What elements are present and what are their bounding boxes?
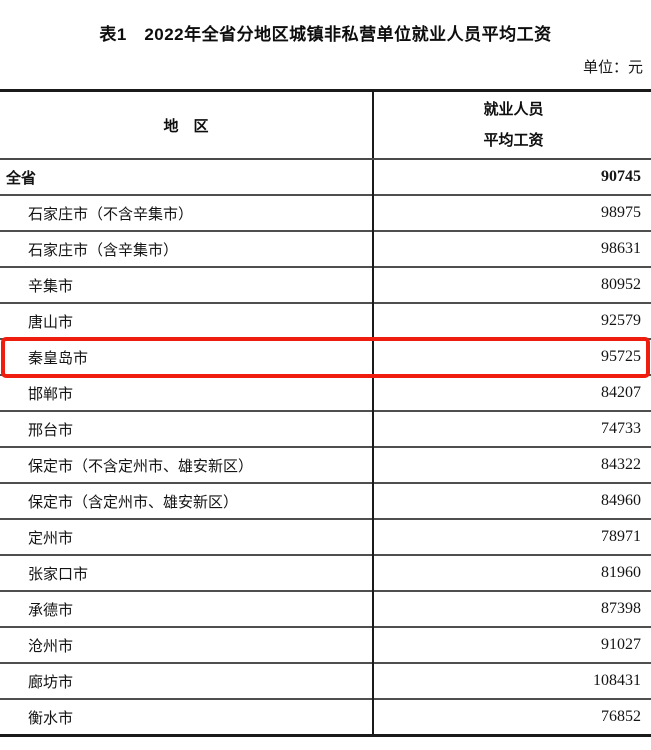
table-row: 承德市 87398 <box>0 590 651 627</box>
value-cell: 84960 <box>372 482 651 519</box>
value-cell: 98631 <box>372 230 651 267</box>
table-row: 唐山市 92579 <box>0 302 651 339</box>
region-cell: 衡水市 <box>0 698 373 736</box>
table-row: 石家庄市（含辛集市） 98631 <box>0 230 651 267</box>
header-row: 地 区 就业人员 平均工资 <box>0 90 651 160</box>
table-row: 石家庄市（不含辛集市） 98975 <box>0 194 651 231</box>
value-cell: 78971 <box>372 518 651 555</box>
value-cell: 95725 <box>372 338 651 375</box>
region-cell: 定州市 <box>0 518 373 555</box>
value-cell: 80952 <box>372 266 651 303</box>
table-row: 衡水市 76852 <box>0 698 651 736</box>
table-row: 定州市 78971 <box>0 518 651 555</box>
region-cell: 沧州市 <box>0 626 373 663</box>
region-cell: 石家庄市（含辛集市） <box>0 230 373 267</box>
value-cell: 90745 <box>372 158 651 195</box>
table-title: 表1 2022年全省分地区城镇非私营单位就业人员平均工资 <box>99 25 552 44</box>
table-row: 邯郸市 84207 <box>0 374 651 411</box>
region-cell: 保定市（含定州市、雄安新区） <box>0 482 373 519</box>
value-cell: 84322 <box>372 446 651 483</box>
region-cell: 承德市 <box>0 590 373 627</box>
value-cell: 98975 <box>372 194 651 231</box>
table-row: 邢台市 74733 <box>0 410 651 447</box>
region-cell: 唐山市 <box>0 302 373 339</box>
value-cell: 74733 <box>372 410 651 447</box>
value-cell: 84207 <box>372 374 651 411</box>
region-cell: 邢台市 <box>0 410 373 447</box>
value-cell: 81960 <box>372 554 651 591</box>
table-row: 保定市（含定州市、雄安新区） 84960 <box>0 482 651 519</box>
table-row: 保定市（不含定州市、雄安新区） 84322 <box>0 446 651 483</box>
table-row: 廊坊市 108431 <box>0 662 651 699</box>
wage-table: 地 区 就业人员 平均工资 全省 90745 石家庄市（不含辛集市） 98975 <box>0 89 651 737</box>
region-cell: 邯郸市 <box>0 374 373 411</box>
value-cell: 108431 <box>372 662 651 699</box>
region-cell: 廊坊市 <box>0 662 373 699</box>
value-cell: 76852 <box>372 698 651 736</box>
header-avg-wage-line2: 平均工资 <box>483 132 544 149</box>
table-row-highlighted: 秦皇岛市 95725 <box>0 338 651 375</box>
region-cell: 保定市（不含定州市、雄安新区） <box>0 446 373 483</box>
unit-label: 单位：元 <box>582 59 643 76</box>
region-cell: 石家庄市（不含辛集市） <box>0 194 373 231</box>
header-avg-wage-line1: 就业人员 <box>483 101 544 118</box>
value-cell: 91027 <box>372 626 651 663</box>
table-row: 张家口市 81960 <box>0 554 651 591</box>
wage-table-wrap: 地 区 就业人员 平均工资 全省 90745 石家庄市（不含辛集市） 98975 <box>0 89 651 737</box>
region-cell: 辛集市 <box>0 266 373 303</box>
region-cell: 全省 <box>0 158 373 195</box>
value-cell: 87398 <box>372 590 651 627</box>
table-row: 辛集市 80952 <box>0 266 651 303</box>
table-row: 沧州市 91027 <box>0 626 651 663</box>
header-avg-wage: 就业人员 平均工资 <box>372 90 651 160</box>
table-row-province-total: 全省 90745 <box>0 158 651 195</box>
region-cell: 张家口市 <box>0 554 373 591</box>
header-region: 地 区 <box>0 90 373 160</box>
region-cell: 秦皇岛市 <box>0 338 373 375</box>
value-cell: 92579 <box>372 302 651 339</box>
